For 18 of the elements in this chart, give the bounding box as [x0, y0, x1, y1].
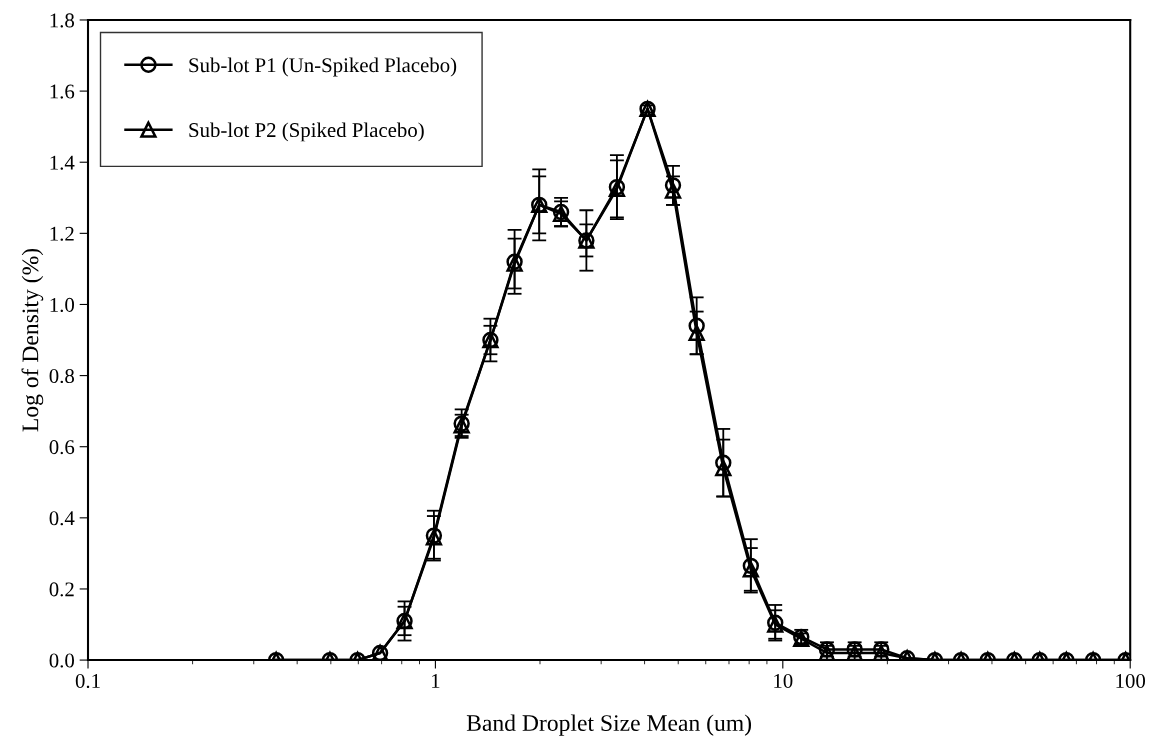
- y-tick-label: 1.0: [50, 297, 75, 312]
- x-tick-label: 10: [774, 673, 793, 688]
- y-tick-label: 0.0: [49, 653, 75, 668]
- x-axis-title: Band Droplet Size Mean (um): [466, 714, 752, 736]
- x-tick-label: 100: [1116, 673, 1146, 688]
- x-tick-label: 1: [432, 673, 440, 688]
- y-tick-label: 0.8: [49, 368, 75, 384]
- y-tick-label: 0.4: [49, 511, 75, 526]
- legend-label: Sub-lot P2 (Spiked Placebo): [189, 122, 424, 142]
- x-tick-label: 0.1: [75, 673, 100, 689]
- y-tick-label: 1.8: [50, 13, 75, 28]
- y-tick-label: 1.6: [50, 84, 75, 99]
- legend-label: Sub-lot P1 (Un-Spiked Placebo): [189, 57, 457, 77]
- y-tick-label: 0.2: [49, 582, 74, 597]
- y-axis-title: Log of Density (%): [21, 248, 44, 432]
- y-tick-label: 1.4: [50, 155, 75, 170]
- y-tick-label: 1.2: [50, 226, 74, 241]
- y-tick-label: 0.6: [49, 440, 75, 455]
